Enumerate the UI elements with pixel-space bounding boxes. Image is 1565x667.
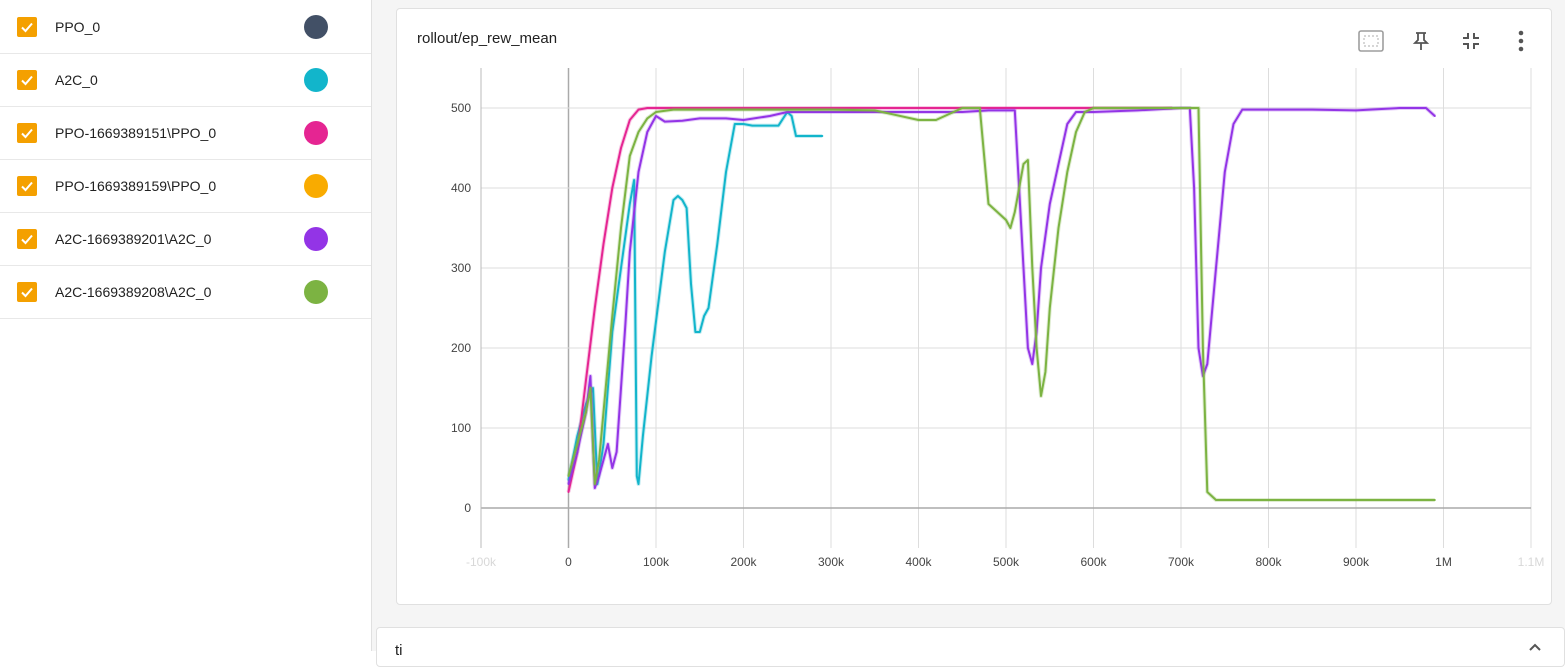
fit-domain-icon [1358,30,1384,52]
y-tick-label: 100 [451,421,471,435]
y-tick-label: 300 [451,261,471,275]
next-chart-card: ti [376,627,1565,667]
run-color-swatch[interactable] [304,14,328,39]
run-color-swatch[interactable] [304,280,328,304]
run-label: A2C_0 [55,72,98,88]
x-tick-label: 700k [1168,555,1195,569]
x-tick-label: 900k [1343,555,1370,569]
run-color-swatch[interactable] [304,121,328,145]
run-label: PPO_0 [55,18,101,35]
collapse-button[interactable] [1457,27,1485,55]
checkbox-checked-icon[interactable] [17,16,37,37]
run-item-a2c-1669389201[interactable]: A2C-1669389201\A2C_0 [0,213,371,266]
chart-card-title: rollout/ep_rew_mean [417,30,558,47]
pin-button[interactable] [1407,27,1435,55]
run-label: PPO-1669389159\PPO_0 [55,178,217,194]
series-line-shadow [566,106,1435,502]
x-tick-label: 400k [905,555,932,569]
run-label: A2C-1669389201\A2C_0 [55,231,212,247]
x-tick-label: 200k [730,555,757,569]
scalar-chart-card: rollout/ep_rew_mean 0 100 200 300 400 50 [396,8,1552,605]
scalars-main-panel: rollout/ep_rew_mean 0 100 200 300 400 50 [372,0,1565,667]
y-tick-label: 0 [464,501,471,515]
series-line [567,111,824,485]
run-item-a2c-0[interactable]: A2C_0 [0,54,371,107]
y-tick-label: 400 [451,181,471,195]
x-tick-label: 500k [993,555,1020,569]
run-item-a2c-1669389208[interactable]: A2C-1669389208\A2C_0 [0,266,371,319]
x-tick-label: 800k [1255,555,1282,569]
checkbox-checked-icon[interactable] [17,176,37,196]
checkbox-checked-icon[interactable] [17,70,37,90]
series-line-shadow [566,106,1437,490]
checkbox-checked-icon[interactable] [17,123,37,143]
checkbox-checked-icon[interactable] [17,282,37,302]
run-item-ppo-0[interactable]: PPO_0 [0,0,371,54]
run-label: PPO-1669389151\PPO_0 [55,125,217,141]
more-vert-icon [1518,30,1524,52]
collapse-icon [1463,33,1479,49]
runs-sidebar: PPO_0 A2C_0 PPO-1669389151\PPO_0 PPO-166… [0,0,372,651]
series-line [567,107,1436,501]
run-color-swatch[interactable] [304,174,328,198]
x-tick-label: 1.1M [1518,555,1545,569]
y-tick-label: 200 [451,341,471,355]
line-chart[interactable]: 0 100 200 300 400 500 -100k 0 100k 200k 300k 400k 50… [397,9,1553,606]
run-item-ppo-1669389159[interactable]: PPO-1669389159\PPO_0 [0,160,371,213]
expand-less-icon[interactable] [1528,642,1542,652]
pin-icon [1412,32,1430,50]
x-tick-label: -100k [466,555,497,569]
run-item-ppo-1669389151[interactable]: PPO-1669389151\PPO_0 [0,107,371,160]
run-label: A2C-1669389208\A2C_0 [55,284,212,300]
series-line [567,107,1174,493]
run-color-swatch[interactable] [304,68,328,92]
x-tick-label: 1M [1435,555,1452,569]
x-tick-label: 0 [565,555,572,569]
more-options-button[interactable] [1507,27,1535,55]
fit-domain-button[interactable] [1357,27,1385,55]
x-tick-label: 300k [818,555,845,569]
checkbox-checked-icon[interactable] [17,229,37,249]
series-line [567,107,1436,489]
x-tick-label: 100k [643,555,670,569]
y-tick-label: 500 [451,101,471,115]
run-color-swatch[interactable] [304,227,328,251]
x-tick-label: 600k [1080,555,1107,569]
